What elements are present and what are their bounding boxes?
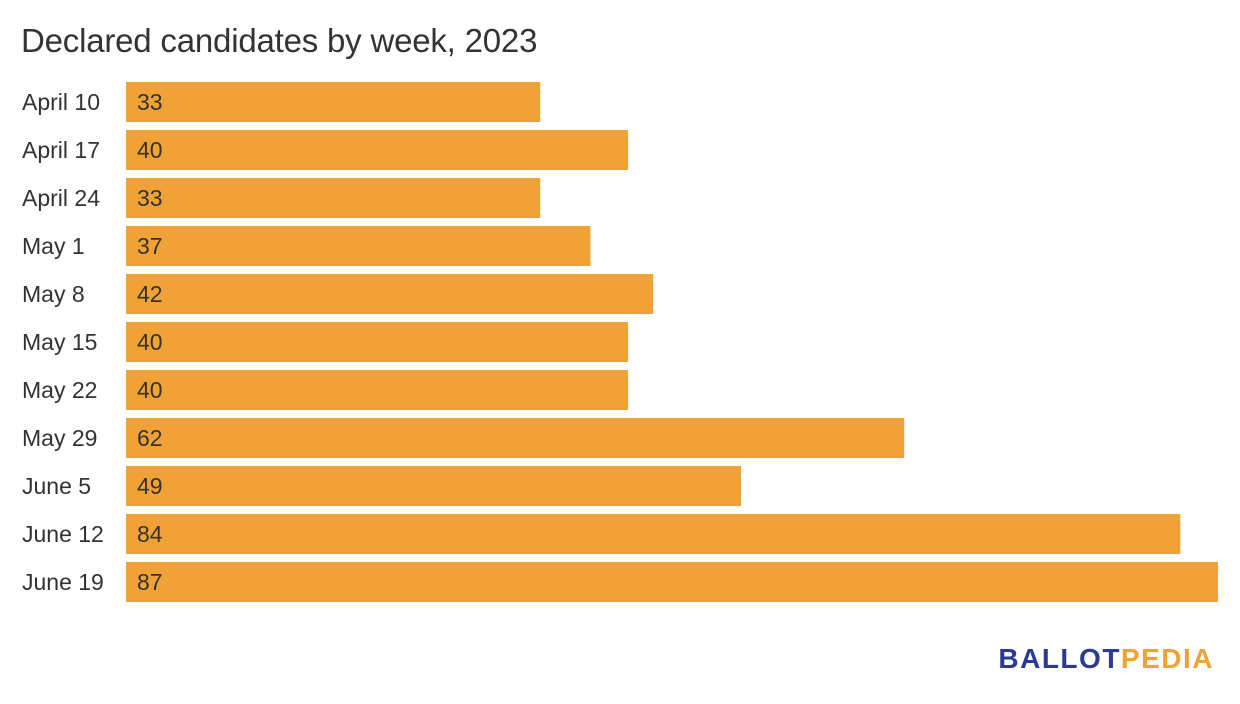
chart-title: Declared candidates by week, 2023 [21, 22, 538, 59]
value-label-april-17: 40 [137, 137, 163, 163]
value-label-june-19: 87 [137, 569, 163, 595]
category-label-may-29: May 29 [22, 425, 97, 451]
bar-may-1 [126, 226, 591, 266]
value-label-april-10: 33 [137, 89, 163, 115]
bar-april-24 [126, 178, 541, 218]
bar-april-17 [126, 130, 629, 170]
category-label-april-24: April 24 [22, 185, 100, 211]
bar-may-29 [126, 418, 905, 458]
value-label-may-8: 42 [137, 281, 163, 307]
category-label-june-5: June 5 [22, 473, 91, 499]
ballotpedia-logo: BALLOTPEDIA [998, 643, 1214, 675]
bar-june-19 [126, 562, 1218, 602]
category-label-may-22: May 22 [22, 377, 97, 403]
category-label-may-1: May 1 [22, 233, 85, 259]
value-label-may-15: 40 [137, 329, 163, 355]
category-label-april-10: April 10 [22, 89, 100, 115]
bar-may-22 [126, 370, 629, 410]
logo-text-pedia: PEDIA [1120, 643, 1214, 674]
logo-text-ballot: BALLOT [998, 643, 1121, 674]
bar-may-8 [126, 274, 654, 314]
category-label-may-15: May 15 [22, 329, 97, 355]
bar-may-15 [126, 322, 629, 362]
value-label-april-24: 33 [137, 185, 163, 211]
bar-april-10 [126, 82, 541, 122]
bar-june-5 [126, 466, 742, 506]
value-label-june-12: 84 [137, 521, 163, 547]
value-label-may-29: 62 [137, 425, 163, 451]
category-label-may-8: May 8 [22, 281, 85, 307]
category-label-june-19: June 19 [22, 569, 104, 595]
category-label-june-12: June 12 [22, 521, 104, 547]
bar-june-12 [126, 514, 1181, 554]
value-label-may-22: 40 [137, 377, 163, 403]
value-label-may-1: 37 [137, 233, 163, 259]
value-label-june-5: 49 [137, 473, 163, 499]
category-label-april-17: April 17 [22, 137, 100, 163]
